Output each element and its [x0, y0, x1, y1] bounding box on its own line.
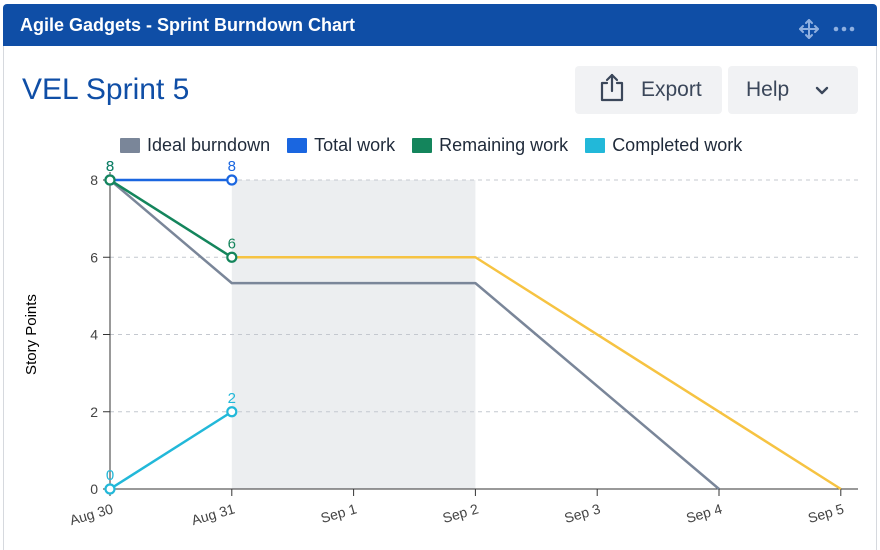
y-tick-label: 6	[90, 249, 98, 265]
sprint-title[interactable]: VEL Sprint 5	[22, 73, 190, 106]
legend-label: Ideal burndown	[147, 135, 271, 155]
help-button[interactable]: Help	[728, 66, 858, 114]
move-icon[interactable]	[798, 18, 820, 40]
x-tick-label: Sep 2	[441, 500, 481, 526]
export-button[interactable]: Export	[575, 66, 722, 114]
x-tick-label: Sep 3	[562, 500, 602, 526]
y-axis-label: Story Points	[23, 294, 40, 375]
legend-item-ideal[interactable]: Ideal burndown	[120, 135, 270, 156]
data-point	[226, 174, 238, 186]
y-tick-label: 8	[90, 172, 98, 188]
legend-swatch	[120, 138, 140, 153]
legend-swatch	[287, 138, 308, 153]
legend-label: Remaining work	[439, 135, 569, 155]
legend-item-completed[interactable]: Completed work	[585, 135, 742, 156]
y-tick-label: 0	[90, 481, 98, 497]
series-line	[109, 178, 233, 259]
data-point	[104, 174, 116, 186]
data-label: 8	[106, 158, 114, 175]
help-label: Help	[746, 78, 790, 101]
series-line	[109, 179, 720, 490]
legend-item-remaining[interactable]: Remaining work	[412, 135, 568, 156]
share-icon	[599, 72, 625, 108]
y-tick-label: 2	[90, 404, 98, 420]
legend-item-total[interactable]: Total work	[287, 135, 395, 156]
x-tick-label: Sep 4	[684, 500, 724, 526]
data-label: 6	[228, 235, 236, 252]
legend-swatch	[412, 138, 433, 153]
more-icon[interactable]	[831, 18, 857, 40]
x-tick-label: Aug 30	[68, 500, 115, 528]
data-label: 8	[106, 158, 114, 175]
data-label: 0	[106, 467, 114, 484]
export-label: Export	[641, 78, 702, 101]
x-tick-label: Aug 31	[190, 500, 237, 528]
data-label: 8	[228, 158, 236, 175]
x-tick-label: Sep 5	[806, 500, 846, 526]
legend-swatch	[585, 138, 606, 153]
y-tick-label: 4	[90, 327, 98, 343]
legend-label: Total work	[314, 135, 396, 155]
chart-legend: Ideal burndown Total work Remaining work…	[120, 135, 759, 156]
gadget-body	[3, 46, 877, 550]
data-point	[226, 251, 238, 263]
legend-label: Completed work	[612, 135, 743, 155]
gadget-title: Agile Gadgets - Sprint Burndown Chart	[20, 15, 356, 35]
series-line	[231, 256, 842, 491]
data-point	[226, 406, 238, 418]
x-tick-label: Sep 1	[319, 500, 359, 526]
data-label: 2	[228, 390, 236, 407]
gadget-header: Agile Gadgets - Sprint Burndown Chart	[3, 4, 877, 46]
series-line	[109, 410, 233, 491]
chevron-down-icon	[815, 78, 829, 102]
data-point	[104, 483, 116, 495]
